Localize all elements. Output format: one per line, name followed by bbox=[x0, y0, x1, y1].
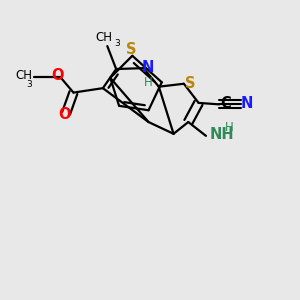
Text: S: S bbox=[185, 76, 196, 91]
Text: H: H bbox=[144, 76, 153, 89]
Text: CH: CH bbox=[15, 69, 32, 82]
Text: N: N bbox=[142, 60, 155, 75]
Text: O: O bbox=[52, 68, 64, 83]
Text: CH: CH bbox=[96, 31, 113, 44]
Text: O: O bbox=[58, 107, 71, 122]
Text: H: H bbox=[224, 121, 233, 134]
Text: 3: 3 bbox=[114, 39, 120, 48]
Text: C: C bbox=[220, 96, 231, 111]
Text: 3: 3 bbox=[26, 80, 32, 89]
Text: N: N bbox=[240, 96, 253, 111]
Text: S: S bbox=[126, 42, 136, 57]
Text: NH: NH bbox=[209, 128, 234, 142]
